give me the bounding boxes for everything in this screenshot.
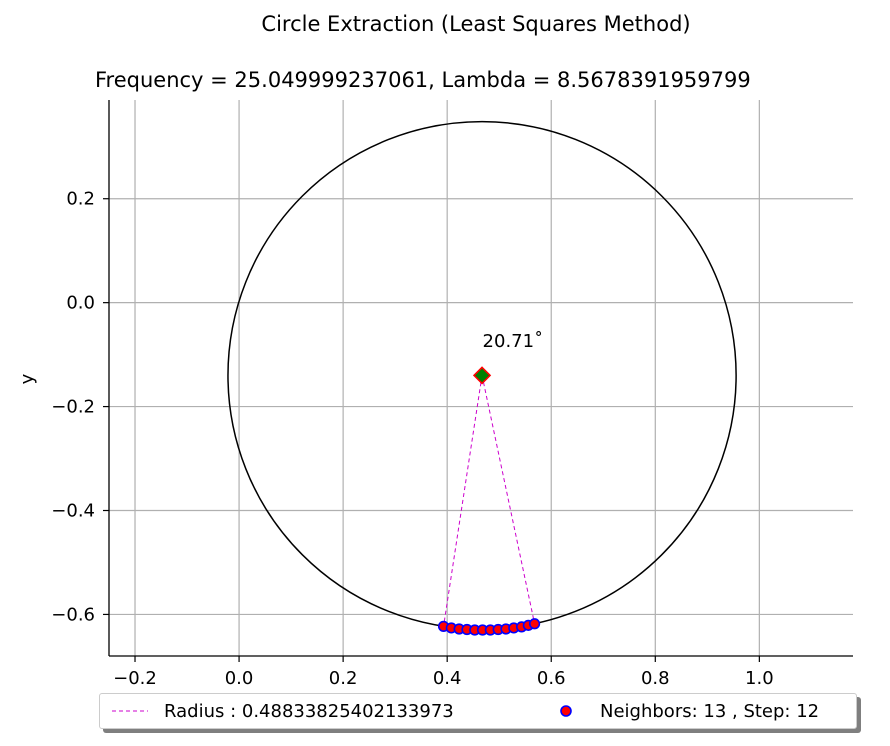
y-tick-label: −0.6 <box>51 604 95 625</box>
x-tick-label: 0.8 <box>641 668 670 689</box>
figure-suptitle: Circle Extraction (Least Squares Method) <box>261 12 691 36</box>
circle-center-marker <box>472 366 492 385</box>
y-tick-label: −0.4 <box>51 501 95 522</box>
legend-entry-radius: Radius : 0.48833825402133973 <box>110 694 454 728</box>
y-tick-label: 0.0 <box>66 293 95 314</box>
axes-title: Frequency = 25.049999237061, Lambda = 8.… <box>95 68 751 92</box>
x-tick-label: −0.2 <box>113 668 157 689</box>
angle-annotation: 20.71˚ <box>483 331 544 352</box>
x-tick-label: 0.0 <box>225 668 254 689</box>
x-tick-label: 0.6 <box>537 668 566 689</box>
legend-dashed-line-swatch <box>112 710 148 712</box>
legend-marker-swatch <box>560 705 572 717</box>
y-tick-label: 0.2 <box>66 189 95 210</box>
y-axis-label: y <box>17 373 38 384</box>
legend-label-radius: Radius : 0.48833825402133973 <box>164 700 454 722</box>
radius-line <box>443 375 483 627</box>
chart-canvas: −0.2 0.0 0.2 0.4 0.6 0.8 1.0 0.2 0.0 −0.2 −0.4 −0.6… <box>17 100 853 689</box>
radius-line <box>481 375 536 624</box>
x-tick-label: 1.0 <box>745 668 774 689</box>
x-tick-label: 0.4 <box>433 668 462 689</box>
legend-label-neighbors: Neighbors: 13 , Step: 12 <box>600 700 820 722</box>
legend-entry-neighbors: Neighbors: 13 , Step: 12 <box>546 694 819 728</box>
x-tick-label: 0.2 <box>329 668 358 689</box>
neighbor-point <box>528 618 541 630</box>
y-tick-label: −0.2 <box>51 397 95 418</box>
legend: Radius : 0.48833825402133973 Neighbors: … <box>99 693 857 729</box>
